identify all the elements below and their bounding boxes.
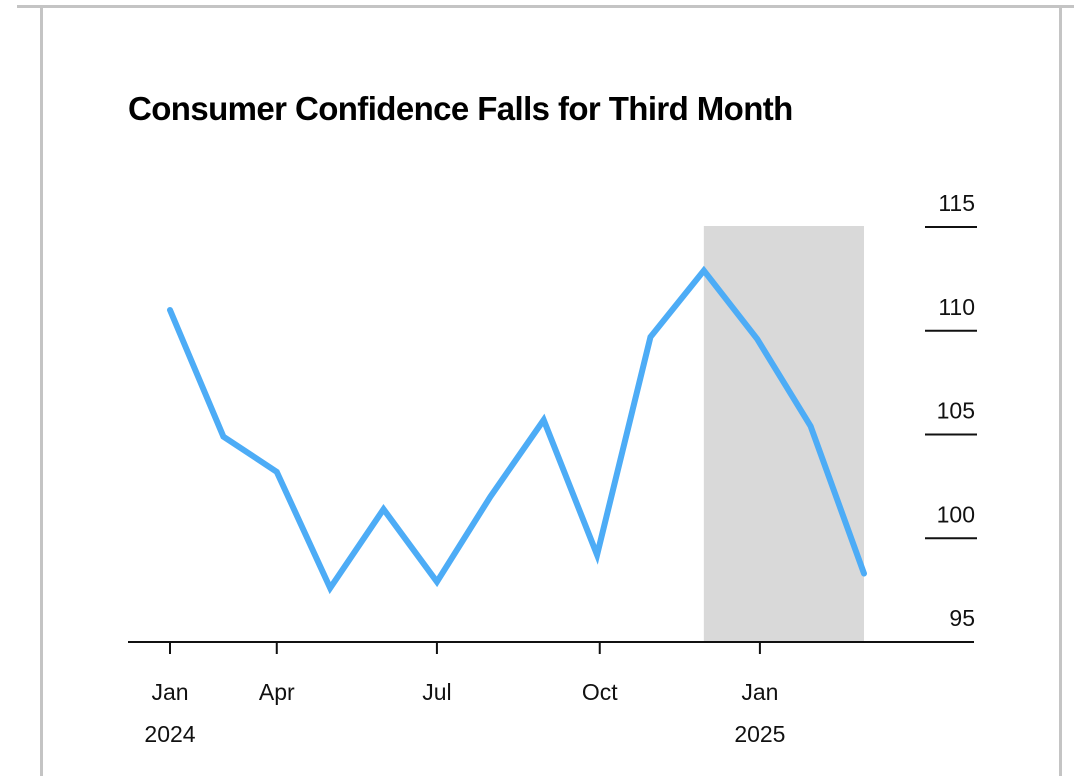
y-tick-label: 95 [949,605,975,631]
frame-top-border [17,5,1074,8]
x-tick-label: Oct [582,679,618,705]
x-tick-label: Apr [259,679,295,705]
y-tick-label: 115 [938,190,975,216]
x-tick-label: Jan [151,679,188,705]
x-tick-label: Jul [422,679,451,705]
y-tick-label: 105 [937,398,975,424]
x-tick-label: Jan [741,679,778,705]
y-tick-label: 110 [938,294,975,320]
series-line [167,265,867,595]
frame-left-border [40,5,43,776]
shaded-region [703,226,864,642]
frame-right-border [1059,5,1062,776]
x-tick-year-label: 2025 [734,721,785,747]
y-tick-label: 100 [937,501,975,527]
chart-title: Consumer Confidence Falls for Third Mont… [128,90,793,127]
x-tick-year-label: 2024 [144,721,195,747]
